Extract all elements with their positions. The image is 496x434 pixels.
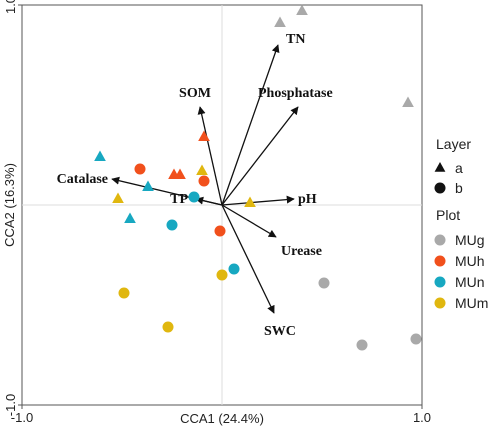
vector-arrow-tp — [195, 196, 223, 206]
point-mug-layer-a — [274, 16, 286, 28]
environmental-vectors: TN SOM Phosphatase Catalase TP pH Urease SWC — [57, 32, 333, 339]
x-axis-title: CCA1 (24.4%) — [180, 411, 264, 426]
legend-plot-mun-label: MUn — [455, 274, 485, 290]
legend-layer-label: b — [455, 180, 463, 196]
vector-label-swc: SWC — [264, 324, 296, 339]
vector-label-som: SOM — [179, 86, 211, 101]
point-mun-layer-b — [228, 263, 240, 275]
legend-layer-circle-icon — [434, 182, 446, 194]
y-axis-title: CCA2 (16.3%) — [2, 163, 17, 247]
vector-arrow-phosphatase — [221, 106, 299, 206]
legend-plot-mum-label: MUm — [455, 295, 488, 311]
x-tick-label: -1.0 — [11, 410, 33, 425]
y-tick-label: 1.0 — [3, 0, 18, 14]
point-mum-layer-b — [216, 269, 228, 281]
point-mum-layer-a — [112, 192, 124, 204]
legend-layer-label: a — [455, 160, 463, 176]
legend-plot-title: Plot — [436, 207, 460, 223]
point-mug-layer-b — [356, 339, 368, 351]
point-mum-layer-a — [196, 164, 208, 176]
point-muh-layer-a — [174, 168, 186, 180]
legend: Layer ab Plot MUg MUh MUn MUm — [434, 136, 488, 311]
point-mun-layer-b — [188, 191, 200, 203]
legend-plot-mug-label: MUg — [455, 232, 485, 248]
legend-plot-muh-label: MUh — [455, 253, 485, 269]
point-muh-layer-a — [198, 130, 210, 142]
point-mug-layer-b — [318, 277, 330, 289]
point-mug-layer-a — [402, 96, 414, 108]
vector-label-phosphatase: Phosphatase — [258, 86, 333, 101]
point-muh-layer-b — [214, 225, 226, 237]
point-mun-layer-a — [124, 212, 136, 224]
point-mug-layer-a — [296, 4, 308, 16]
legend-plot-mum-icon — [434, 297, 446, 309]
point-mum-layer-b — [118, 287, 130, 299]
point-mun-layer-a — [142, 180, 154, 192]
vector-label-tp: TP — [170, 192, 188, 207]
y-tick-label: -1.0 — [3, 394, 18, 416]
point-mum-layer-b — [162, 321, 174, 333]
point-mun-layer-a — [94, 150, 106, 162]
legend-plot-mun-icon — [434, 276, 446, 288]
vector-arrow-swc — [221, 204, 275, 314]
vector-arrow-ph — [221, 195, 295, 206]
legend-layer-items: ab — [434, 160, 463, 196]
x-tick-label: 1.0 — [413, 410, 431, 425]
point-mun-layer-b — [166, 219, 178, 231]
vector-label-urease: Urease — [281, 244, 322, 259]
vector-arrow-tn — [221, 44, 280, 206]
point-mug-layer-b — [410, 333, 422, 345]
vector-label-tn: TN — [286, 32, 305, 47]
vector-label-catalase: Catalase — [57, 172, 108, 187]
vector-arrow-urease — [221, 204, 277, 238]
legend-layer-title: Layer — [436, 136, 471, 152]
vector-arrow-som — [197, 106, 223, 206]
sample-points — [94, 4, 422, 351]
point-muh-layer-b — [134, 163, 146, 175]
axis-ticks: -1.0 1.0 1.0 -1.0 — [3, 0, 431, 425]
point-mum-layer-a — [244, 196, 256, 208]
legend-layer-triangle-icon — [434, 162, 446, 172]
legend-plot-items: MUg MUh MUn MUm — [434, 232, 488, 311]
legend-plot-muh-icon — [434, 255, 446, 267]
legend-plot-mug-icon — [434, 234, 446, 246]
point-muh-layer-b — [198, 175, 210, 187]
vector-label-ph: pH — [298, 192, 317, 207]
